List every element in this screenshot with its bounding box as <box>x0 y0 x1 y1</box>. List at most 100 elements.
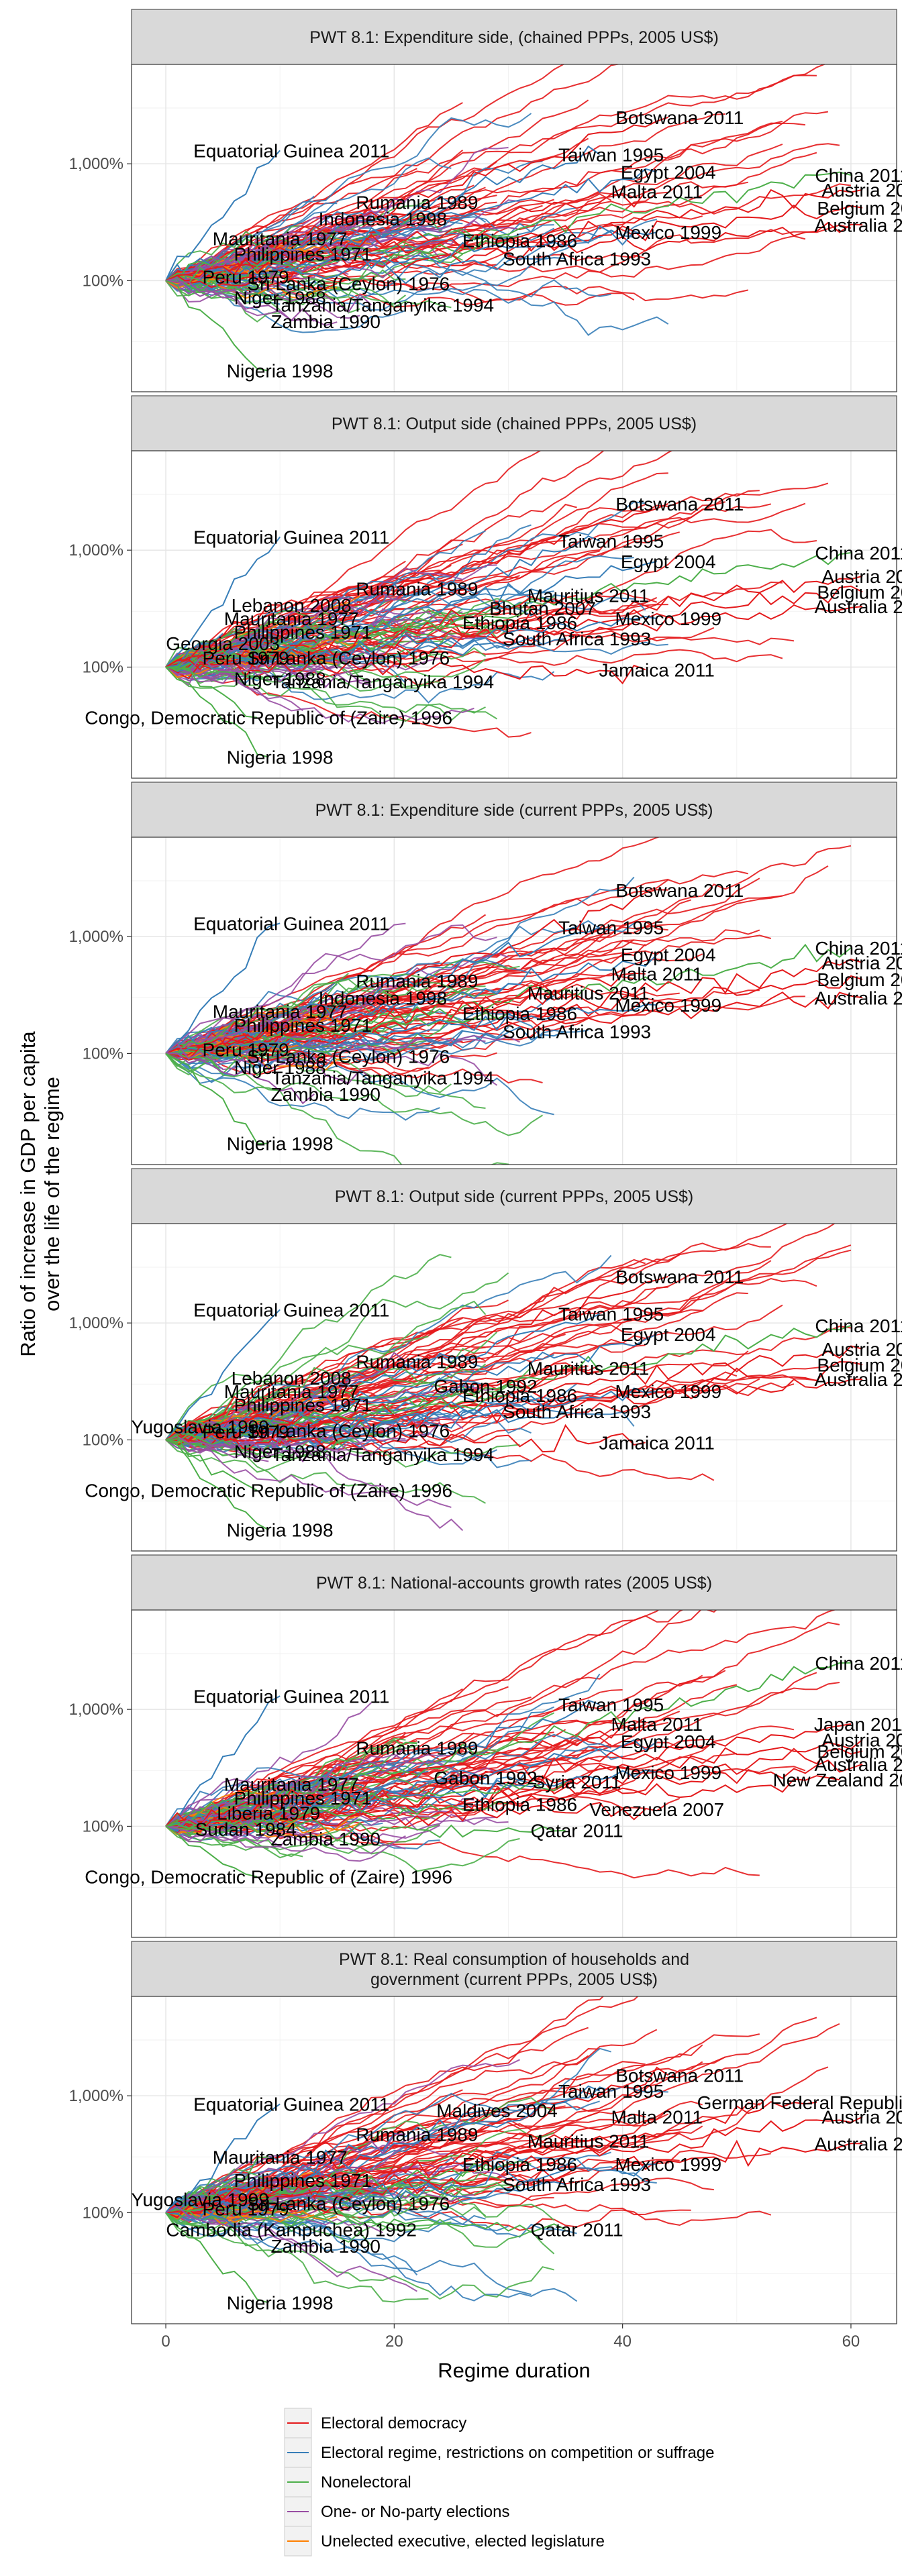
series-line <box>165 501 646 668</box>
data-label: Zambia 1990 <box>271 1084 381 1105</box>
plot-background <box>132 1996 897 2324</box>
series-line <box>165 1699 600 1830</box>
data-label: Austria 2011 <box>821 953 902 973</box>
series-line <box>165 280 269 372</box>
data-label: Ethiopia 1986 <box>462 612 577 633</box>
facet-panel: PWT 8.1: Real consumption of households … <box>69 1941 902 2324</box>
x-tick-label: 60 <box>842 2332 860 2351</box>
series-line <box>165 1825 406 1854</box>
series-line <box>165 1439 360 1460</box>
series-line <box>165 575 520 668</box>
data-label: Indonesia 1998 <box>319 987 448 1008</box>
data-label: Equatorial Guinea 2011 <box>193 1299 389 1320</box>
series-line <box>165 1747 407 1835</box>
series-line <box>165 239 509 286</box>
data-label: Botswana 2011 <box>615 494 744 515</box>
series-line <box>165 1806 440 1842</box>
series-line <box>165 102 463 282</box>
y-tick-label: 1,000% <box>69 2087 123 2105</box>
panel-border <box>131 837 897 1165</box>
series-line <box>165 604 281 668</box>
facet-strip <box>131 9 897 65</box>
series-line <box>165 642 212 668</box>
series-line <box>165 535 600 668</box>
series-line <box>165 1042 338 1065</box>
data-label: Belgium 2011 <box>817 198 902 219</box>
series-line <box>165 1610 717 1827</box>
series-line <box>165 1034 520 1063</box>
data-label: Jamaica 2011 <box>599 659 715 680</box>
data-label: New Zealand 2011 <box>772 1770 902 1790</box>
series-line <box>165 631 292 668</box>
data-label: Mauritius 2011 <box>528 983 650 1004</box>
series-line <box>165 666 303 712</box>
series-line <box>165 1334 658 1442</box>
data-label: German Federal Republic 1990 <box>697 2092 902 2113</box>
data-label: Belgium 2011 <box>817 969 902 990</box>
series-line <box>165 1254 452 1440</box>
series-line <box>165 1434 715 1481</box>
facet-strip <box>131 782 897 838</box>
series-line <box>165 1778 338 1827</box>
data-label: Malta 2011 <box>611 2107 702 2128</box>
facet-title: PWT 8.1: Expenditure side (current PPPs,… <box>315 801 713 820</box>
data-label: Rumania 1989 <box>356 2124 478 2145</box>
series-line <box>165 2135 577 2218</box>
series-line <box>165 1818 566 1842</box>
facet-title: government (current PPPs, 2005 US$) <box>370 1970 658 1989</box>
series-line <box>165 171 852 289</box>
data-label: Mauritania 1977 <box>213 228 348 249</box>
data-label: Taiwan 1995 <box>558 2081 664 2102</box>
facet-title: PWT 8.1: National-accounts growth rates … <box>316 1574 712 1593</box>
series-line <box>165 1309 703 1442</box>
series-line <box>165 221 863 284</box>
series-line <box>165 954 658 1055</box>
data-label: Egypt 2004 <box>621 945 716 965</box>
series-line <box>165 1662 851 1827</box>
data-label: Mauritius 2011 <box>528 1358 650 1379</box>
series-line <box>165 2181 566 2221</box>
series-line <box>165 1702 372 1827</box>
legend-label: Nonelectoral <box>321 2473 411 2491</box>
series-line <box>165 199 429 281</box>
data-label: Lebanon 2008 <box>232 595 352 616</box>
data-label: Mauritania 1977 <box>224 1774 359 1794</box>
series-line <box>165 1695 281 1827</box>
data-label: Mexico 1999 <box>615 1762 721 1783</box>
data-label: Mauritania 1977 <box>224 608 359 629</box>
series-line <box>165 1781 566 1827</box>
data-label: Georgia 2003 <box>166 633 280 654</box>
series-line <box>165 1397 349 1441</box>
series-line <box>165 1723 646 1830</box>
data-label: Niger 1988 <box>234 287 326 308</box>
y-tick-label: 100% <box>83 1817 123 1835</box>
x-axis-title: Regime duration <box>438 2359 590 2382</box>
data-label: Egypt 2004 <box>621 1324 716 1345</box>
data-label: Nigeria 1998 <box>227 747 334 768</box>
series-line <box>165 2103 281 2214</box>
series-line <box>165 657 440 675</box>
y-tick-label: 1,000% <box>69 1701 123 1719</box>
series-line <box>165 870 749 1055</box>
data-label: Nigeria 1998 <box>227 361 334 382</box>
data-label: Taiwan 1995 <box>558 144 664 165</box>
series-line <box>165 147 509 282</box>
series-line <box>165 1026 509 1063</box>
data-label: Malta 2011 <box>611 964 702 985</box>
series-line <box>165 189 863 283</box>
series-line <box>165 1433 269 1455</box>
y-axis-title-line: over the life of the regime <box>40 1077 64 1311</box>
series-line <box>165 1769 657 1831</box>
series-line <box>165 1775 474 1833</box>
series-line <box>165 607 532 671</box>
series-line <box>165 277 372 313</box>
series-line <box>165 1249 852 1441</box>
data-label: Philippines 1971 <box>234 1015 372 1036</box>
series-line <box>165 1387 657 1446</box>
series-line <box>165 666 474 724</box>
data-label: Lebanon 2008 <box>232 1368 352 1389</box>
data-label: Tanzania/Tanganyika 1994 <box>272 1444 495 1465</box>
series-line <box>165 225 657 290</box>
series-line <box>165 1336 429 1441</box>
series-line <box>165 943 852 1060</box>
